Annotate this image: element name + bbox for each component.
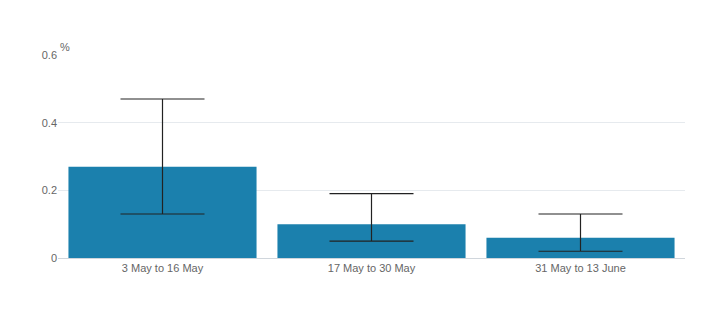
- svg-text:%: %: [60, 41, 70, 53]
- svg-text:31 May to 13 June: 31 May to 13 June: [535, 262, 626, 274]
- svg-text:0.4: 0.4: [42, 117, 57, 129]
- svg-text:0: 0: [51, 252, 57, 264]
- svg-text:3 May to 16 May: 3 May to 16 May: [122, 262, 204, 274]
- svg-text:17 May to 30 May: 17 May to 30 May: [328, 262, 416, 274]
- svg-text:0.2: 0.2: [42, 184, 57, 196]
- svg-text:0.6: 0.6: [42, 49, 57, 61]
